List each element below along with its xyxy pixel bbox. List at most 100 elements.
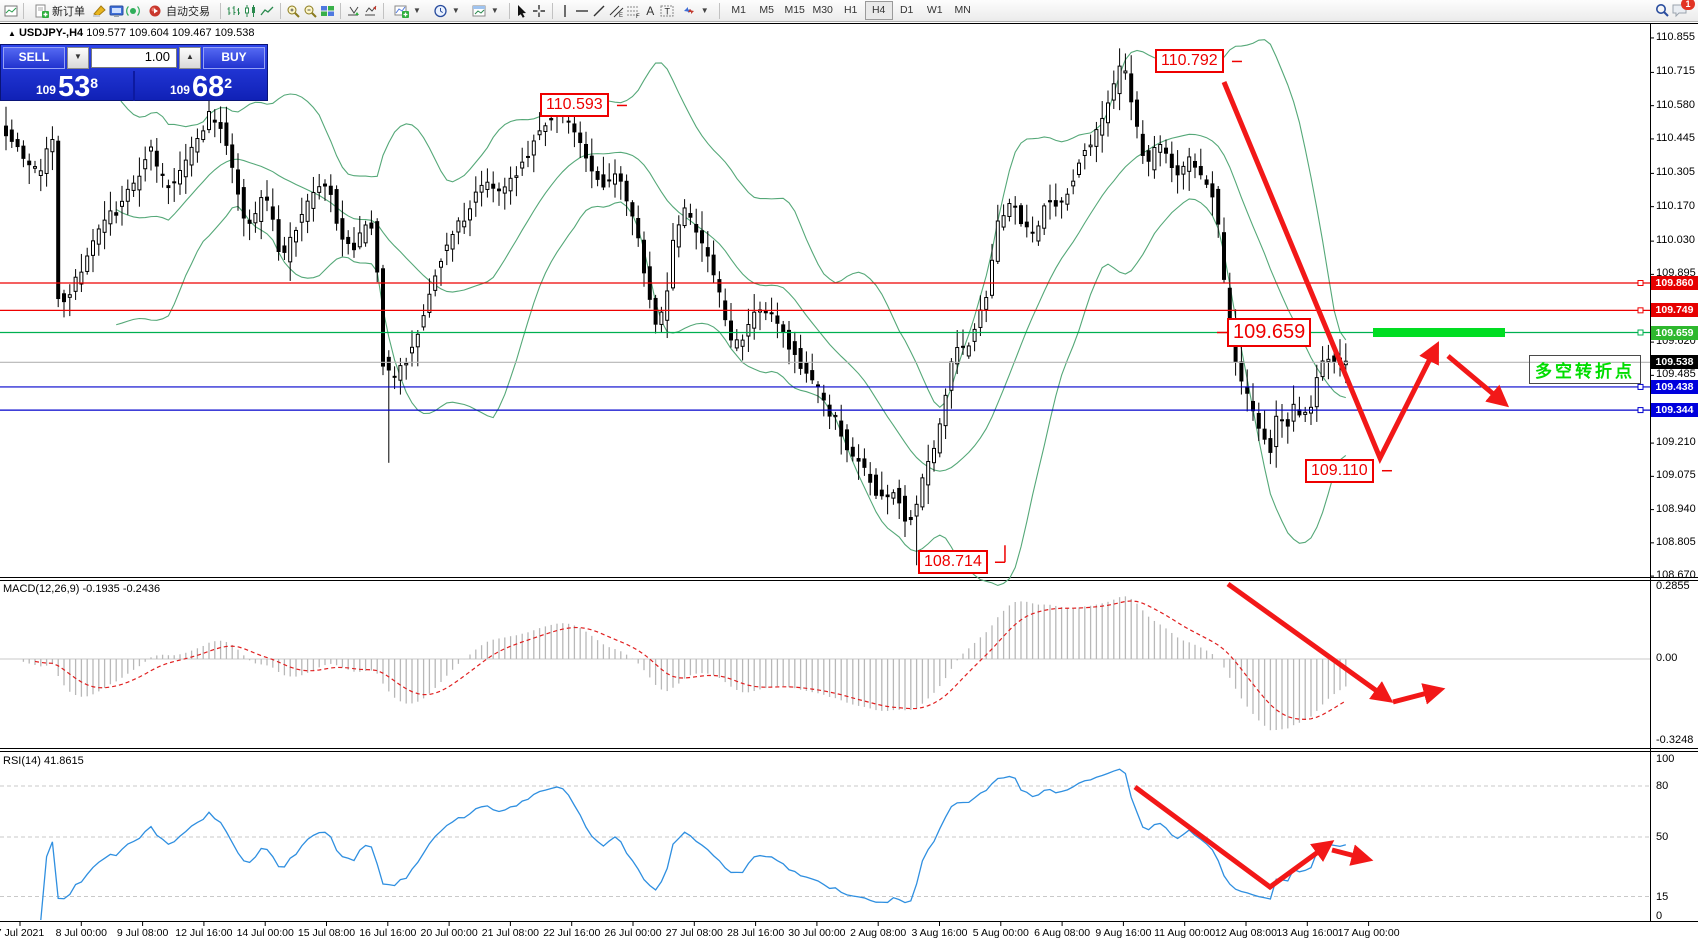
candles [4,48,1348,566]
candlestick-mode-icon[interactable] [243,3,258,18]
time-tick-label: 17 Aug 00:00 [1337,927,1400,939]
time-tick-label: 12 Aug 08:00 [1215,927,1277,939]
notifications-chat-icon[interactable]: 1 [1671,0,1695,18]
text-tool-icon[interactable]: A [646,3,655,18]
volume-increase-button[interactable]: ▲ [179,47,201,69]
price-tick-label: 110.030 [1656,234,1695,247]
timeframe-m5[interactable]: M5 [759,4,774,16]
buy-price-prefix: 109 [169,83,190,97]
chart-shift-icon[interactable] [363,3,378,18]
rsi-line [40,768,1346,921]
vertical-line-tool-icon[interactable] [558,3,573,18]
chart-window-icon[interactable] [3,3,18,18]
arrows-tool-icon [682,3,697,18]
timeframe-m30[interactable]: M30 [812,4,833,16]
dropdown-caret: ▼ [490,6,499,15]
crosshair-tool-icon[interactable] [532,3,547,18]
tile-windows-icon[interactable] [320,3,335,18]
timeframe-m1[interactable]: M1 [731,4,746,16]
timeframe-h1[interactable]: H1 [843,4,858,16]
volume-decrease-button[interactable]: ▼ [67,47,89,69]
fibonacci-tool-icon[interactable]: F [626,3,641,18]
time-tick-label: 16 Jul 16:00 [359,927,417,939]
time-tick-label: 20 Jul 00:00 [420,927,478,939]
chart-ohlc: 109.577 109.604 109.467 109.538 [86,27,255,39]
trendline-tool-icon[interactable] [592,3,607,18]
autotrading-label: 自动交易 [166,5,210,18]
macd-label: MACD(12,26,9) -0.1935 -0.2436 [3,583,161,595]
zoom-out-icon[interactable] [303,3,318,18]
price-tick-label: 108.670 [1656,569,1696,582]
highlighter-icon[interactable] [92,3,107,18]
search-icon[interactable] [1654,3,1669,18]
price-badge: 109.438 [1651,379,1698,394]
sell-price[interactable]: 109 53 8 [1,71,133,102]
time-tick-label: 13 Aug 16:00 [1276,927,1339,939]
timeframe-h4[interactable]: H4 [864,1,893,20]
price-tick-label: 108.805 [1656,535,1696,548]
svg-text:T: T [664,6,670,16]
dropdown-caret: ▼ [451,6,460,15]
price-tick-label: 110.715 [1656,65,1695,78]
auto-scroll-icon[interactable] [346,3,361,18]
timeframe-m15[interactable]: M15 [784,4,805,16]
separator [23,2,24,19]
price-annotation[interactable]: 110.593 [540,93,609,118]
time-tick-label: 3 Aug 16:00 [911,927,968,939]
buy-price[interactable]: 109 68 2 [133,71,267,102]
price-tick-label: 109.485 [1656,368,1696,381]
text-label-tool-icon[interactable]: T [660,3,675,18]
rsi-pane [0,768,1650,921]
dropdown-caret: ▼ [700,6,709,15]
timeframe-d1[interactable]: D1 [899,4,914,16]
line-chart-mode-icon[interactable] [260,3,275,18]
volume-input[interactable]: 1.00 [91,48,177,68]
timeframe-w1[interactable]: W1 [926,4,943,16]
sell-price-sup: 8 [90,75,99,91]
bar-chart-mode-icon[interactable] [226,3,241,18]
cursor-tool-icon[interactable] [515,3,530,18]
time-tick-label: 28 Jul 16:00 [726,927,785,939]
rsi-tick-label: 15 [1656,890,1669,903]
price-tick-label: 110.305 [1656,166,1695,179]
time-tick-label: 26 Jul 00:00 [604,927,662,939]
autotrading-icon [148,3,163,18]
horizontal-lines [0,280,1650,414]
price-badge: 109.659 [1651,325,1698,340]
price-annotation[interactable]: 109.659 [1227,318,1312,347]
turning-point-annotation[interactable]: 多空转折点 [1529,355,1641,384]
time-tick-label: 8 Jul 00:00 [55,927,107,939]
time-tick-label: 9 Aug 16:00 [1095,927,1152,939]
autotrading-button[interactable]: 自动交易 [143,1,215,20]
price-badge: 109.749 [1651,303,1698,318]
arrows-tool-button[interactable]: ▼ [677,1,714,20]
time-tick-label: 30 Jul 00:00 [788,927,846,939]
separator [280,2,281,19]
equidistant-channel-tool-icon[interactable]: E [609,3,624,18]
time-tick-label: 9 Jul 08:00 [116,927,169,939]
buy-button[interactable]: BUY [203,47,265,69]
toolbar: 新订单 自动交易 [0,0,1698,22]
notification-badge: 1 [1681,0,1695,10]
signals-icon[interactable] [126,3,141,18]
price-tick-label: 109.210 [1656,436,1696,449]
timeframe-mn[interactable]: MN [954,4,971,16]
horizontal-line-tool-icon[interactable] [575,3,590,18]
indicators-menu-button[interactable]: ▼ [389,1,426,20]
macd-tick-label: 0.00 [1656,652,1678,664]
zoom-in-icon[interactable] [286,3,301,18]
price-annotation[interactable]: 109.110 [1305,458,1374,483]
time-tick-label: 14 Jul 00:00 [236,927,294,939]
new-order-button[interactable]: 新订单 [29,1,90,20]
metaeditor-icon[interactable] [109,3,124,18]
time-tick-label: 7 Jul 2021 [0,927,45,939]
sell-button[interactable]: SELL [3,47,65,69]
price-annotation[interactable]: 110.792 [1155,49,1224,74]
macd-tick-label: -0.3248 [1656,734,1694,747]
templates-menu-button[interactable]: ▼ [467,1,504,20]
periods-menu-button[interactable]: ▼ [428,1,465,20]
price-annotation[interactable]: 108.714 [918,550,988,575]
time-tick-label: 5 Aug 00:00 [972,927,1029,939]
